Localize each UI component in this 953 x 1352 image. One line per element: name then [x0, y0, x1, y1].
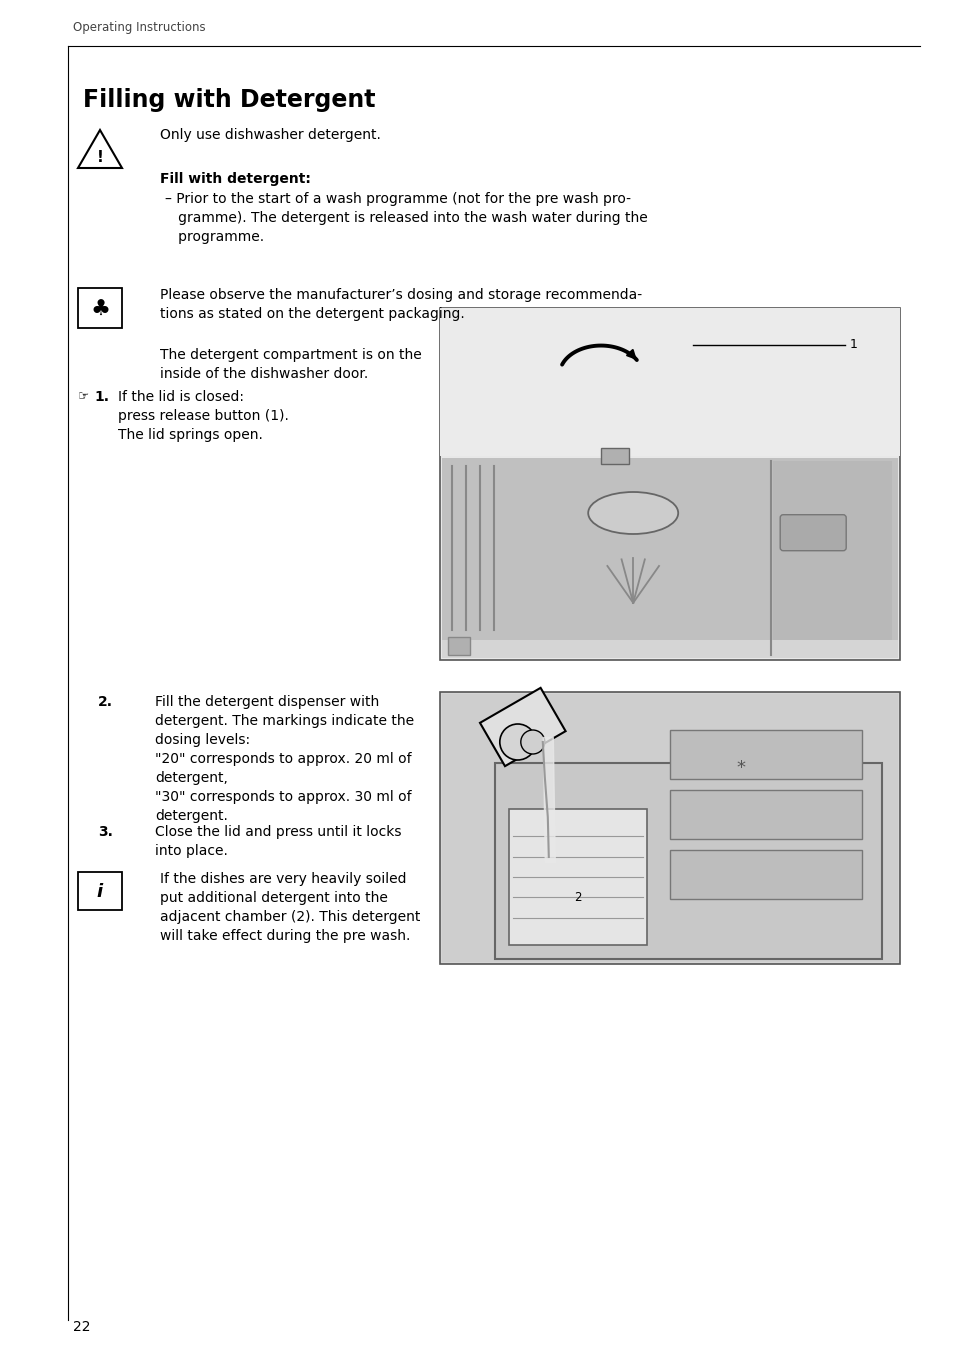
- Text: *: *: [736, 760, 744, 777]
- Bar: [669, 730, 862, 779]
- Ellipse shape: [588, 492, 678, 534]
- Text: i: i: [97, 883, 103, 900]
- Bar: [772, 461, 891, 654]
- Bar: [669, 790, 862, 838]
- Text: Only use dishwasher detergent.: Only use dishwasher detergent.: [160, 128, 380, 142]
- Text: – Prior to the start of a wash programme (not for the pre wash pro-
   gramme). : – Prior to the start of a wash programme…: [165, 192, 647, 243]
- Text: Fill the detergent dispenser with
detergent. The markings indicate the
dosing le: Fill the detergent dispenser with deterg…: [154, 695, 414, 823]
- Bar: [78, 288, 122, 329]
- Text: ♣: ♣: [90, 300, 110, 320]
- Text: Fill with detergent:: Fill with detergent:: [160, 172, 311, 187]
- Text: If the dishes are very heavily soiled
put additional detergent into the
adjacent: If the dishes are very heavily soiled pu…: [160, 872, 420, 942]
- Polygon shape: [479, 688, 565, 767]
- Bar: [441, 694, 897, 963]
- Text: 3.: 3.: [98, 825, 112, 840]
- Bar: [441, 458, 897, 658]
- Circle shape: [520, 730, 544, 754]
- Bar: [439, 308, 899, 660]
- Bar: [439, 692, 899, 964]
- Text: Close the lid and press until it locks
into place.: Close the lid and press until it locks i…: [154, 825, 401, 859]
- Bar: [509, 808, 646, 945]
- Bar: [669, 850, 862, 899]
- Text: ☞: ☞: [78, 389, 90, 403]
- Text: 1: 1: [849, 338, 857, 352]
- Text: Please observe the manufacturer’s dosing and storage recommenda-
tions as stated: Please observe the manufacturer’s dosing…: [160, 288, 641, 320]
- Bar: [439, 308, 899, 456]
- Text: !: !: [96, 150, 103, 165]
- FancyBboxPatch shape: [780, 515, 845, 550]
- Text: The detergent compartment is on the
inside of the dishwasher door.: The detergent compartment is on the insi…: [160, 347, 421, 381]
- Text: 1.: 1.: [94, 389, 109, 404]
- Text: 2: 2: [574, 891, 581, 904]
- Circle shape: [499, 725, 536, 760]
- Text: Operating Instructions: Operating Instructions: [73, 22, 206, 35]
- Bar: [495, 763, 881, 959]
- Text: If the lid is closed:
press release button (1).
The lid springs open.: If the lid is closed: press release butt…: [118, 389, 289, 442]
- Bar: [78, 872, 122, 910]
- Text: Filling with Detergent: Filling with Detergent: [83, 88, 375, 112]
- Bar: [448, 637, 470, 654]
- Bar: [600, 448, 628, 464]
- Text: 2.: 2.: [98, 695, 112, 708]
- Text: 22: 22: [73, 1320, 91, 1334]
- Bar: [441, 639, 897, 658]
